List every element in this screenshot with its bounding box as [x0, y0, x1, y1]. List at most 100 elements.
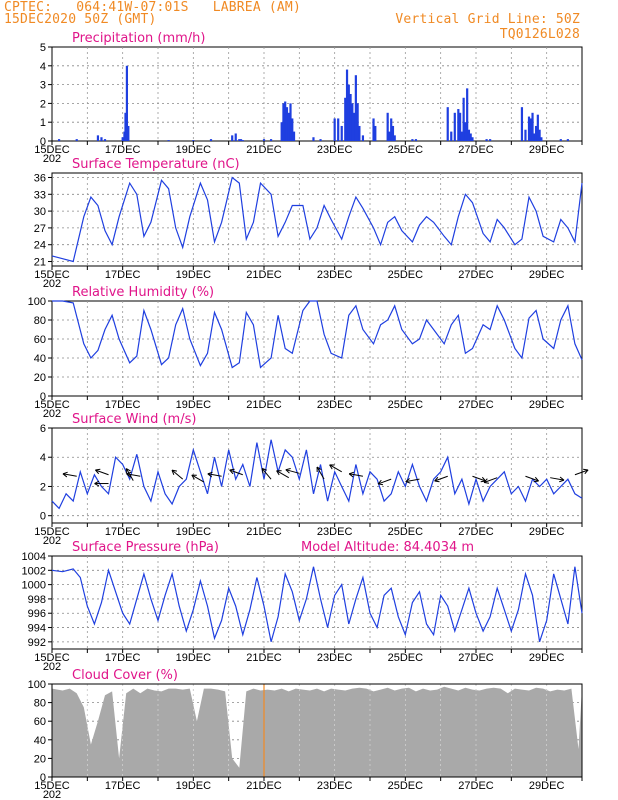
precip-bar	[57, 139, 61, 141]
precip-bar	[453, 112, 456, 141]
wind-vector-arrowhead	[583, 468, 589, 475]
precip-xtick-label: 21DEC	[246, 144, 282, 156]
cloud-xtick-label: 15DEC	[34, 780, 70, 792]
precip-panel-title: Precipitation (mm/h)	[72, 31, 205, 46]
wind-vector-arrow	[171, 469, 184, 480]
wind-vector-arrowhead	[316, 466, 322, 473]
pressure-ytick-label: 1000	[22, 580, 46, 592]
pressure-xtick-label: 21DEC	[246, 652, 282, 664]
wind-vector-arrow	[329, 464, 342, 473]
precip-bar	[100, 137, 103, 141]
wind-vector-arrowhead	[62, 471, 68, 478]
wind-ytick-label: 6	[40, 423, 46, 435]
cloud-xtick-label: 29DEC	[529, 780, 565, 792]
temp-xtick-label: 27DEC	[458, 269, 494, 281]
precip-bar	[121, 137, 124, 141]
temp-ytick-label: 33	[34, 189, 46, 201]
pressure-ytick-label: 992	[28, 637, 46, 649]
wind-vector-arrow	[550, 477, 565, 481]
precip-bar	[234, 133, 237, 141]
precip-bar	[239, 139, 243, 141]
wind-vector-arrowhead	[533, 476, 539, 483]
temp-panel-title: Surface Temperature (nC)	[72, 157, 240, 172]
pressure-xtick-label: 15DEC	[34, 652, 70, 664]
wind-vector-arrowhead	[329, 464, 335, 470]
rh-xtick-label: 23DEC	[317, 399, 353, 411]
precip-bar	[485, 139, 488, 141]
precip-bar	[345, 69, 349, 141]
cloud-xtick-label: 21DEC	[246, 780, 282, 792]
precip-bar	[464, 122, 467, 141]
precip-bar	[536, 114, 539, 141]
precip-bar	[241, 140, 244, 141]
wind-vector-arrowhead	[348, 471, 355, 478]
cloud-area-fill	[52, 686, 582, 777]
wind-vector-arrowhead	[191, 474, 197, 480]
cloud-panel-title: Cloud Cover (%)	[72, 668, 178, 683]
precip-bar	[566, 139, 569, 141]
precip-bar	[534, 125, 538, 141]
precip-bar	[231, 135, 234, 141]
rh-panel-title: Relative Humidity (%)	[72, 285, 214, 300]
precip-bar	[374, 125, 377, 141]
temp-xtick-label: 29DEC	[529, 269, 565, 281]
wind-vector-arrow	[377, 478, 392, 485]
precip-ytick-label: 5	[40, 42, 46, 54]
precip-bar	[347, 84, 350, 141]
cloud-xtick-label: 19DEC	[176, 780, 212, 792]
wind-xtick-label: 19DEC	[176, 526, 212, 538]
temp-ytick-label: 30	[34, 206, 46, 218]
temp-xtick-label: 25DEC	[388, 269, 424, 281]
precip-bar	[262, 139, 266, 141]
precip-bar	[390, 118, 393, 141]
wind-vector-arrow	[405, 478, 420, 483]
wind-vector-arrow	[483, 477, 498, 483]
precip-bar	[280, 122, 283, 141]
precip-bar	[540, 137, 543, 141]
precip-bar	[124, 112, 127, 141]
wind-vector-arrow	[574, 469, 589, 476]
precip-bar	[284, 101, 287, 141]
wind-xtick-label: 15DEC	[34, 526, 70, 538]
wind-vector-arrowhead	[125, 468, 131, 474]
precip-bar	[358, 125, 361, 141]
temp-xtick-label: 23DEC	[317, 269, 353, 281]
wind-xtick-label: 25DEC	[388, 526, 424, 538]
precip-bar	[333, 118, 336, 141]
cloud-ytick-label: 40	[34, 735, 46, 747]
temp-xtick-label: 21DEC	[246, 269, 282, 281]
precip-ytick-label: 4	[40, 61, 46, 73]
precip-bar	[388, 131, 391, 141]
cloud-xtick-label: 25DEC	[388, 780, 424, 792]
rh-ytick-label: 0	[40, 391, 46, 403]
wind-vector-arrowhead	[171, 469, 178, 475]
precip-bar	[520, 107, 524, 141]
wind-xtick-label: 27DEC	[458, 526, 494, 538]
wind-vector-arrow	[349, 473, 364, 477]
precip-xtick-label: 27DEC	[458, 144, 494, 156]
pressure-series-line	[51, 566, 583, 642]
wind-vector-arrowhead	[229, 468, 235, 475]
date-header: 15DEC2020 50Z (GMT)	[4, 12, 157, 27]
rh-xtick-label: 29DEC	[529, 399, 565, 411]
precip-bar	[192, 140, 195, 141]
precip-xtick-label: 15DEC	[34, 144, 70, 156]
precip-bar	[462, 97, 465, 141]
wind-vector-arrow	[62, 473, 77, 477]
pressure-xtick-label: 17DEC	[105, 652, 141, 664]
wind-vector-arrowhead	[276, 470, 282, 476]
wind-panel-title: Surface Wind (m/s)	[72, 412, 196, 427]
precip-bar	[312, 137, 315, 141]
cloud-ytick-label: 80	[34, 698, 46, 710]
wind-vector-arrow	[207, 473, 222, 477]
rh-ytick-label: 60	[34, 334, 46, 346]
precip-bar	[531, 112, 534, 141]
rh-ytick-label: 40	[34, 353, 46, 365]
precip-xtick-label: 17DEC	[105, 144, 141, 156]
precip-bar	[450, 131, 453, 141]
precip-bar	[466, 88, 469, 141]
rh-year-label: 202	[43, 408, 61, 420]
wind-vector-arrow	[191, 474, 205, 483]
precip-bar	[209, 139, 213, 141]
